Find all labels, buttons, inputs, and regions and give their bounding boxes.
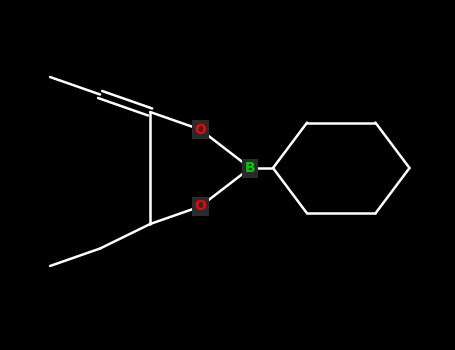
Text: O: O <box>194 199 206 213</box>
Text: O: O <box>194 122 206 136</box>
Text: B: B <box>245 161 256 175</box>
